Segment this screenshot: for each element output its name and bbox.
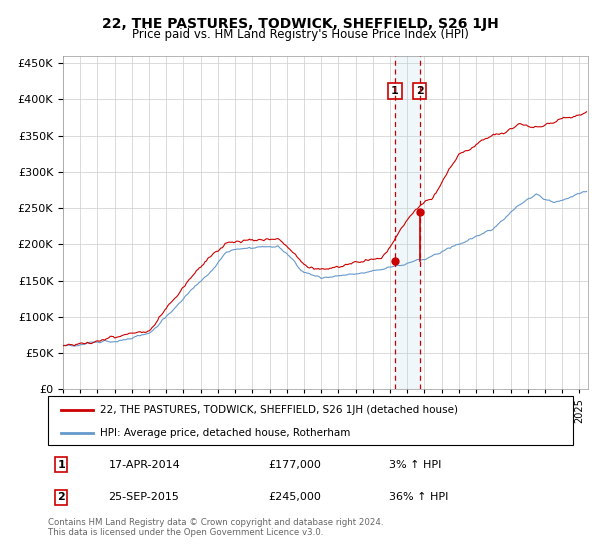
- Text: 25-SEP-2015: 25-SEP-2015: [109, 492, 179, 502]
- FancyBboxPatch shape: [48, 396, 573, 445]
- Text: 17-APR-2014: 17-APR-2014: [109, 460, 180, 470]
- Text: Price paid vs. HM Land Registry's House Price Index (HPI): Price paid vs. HM Land Registry's House …: [131, 28, 469, 41]
- Text: Contains HM Land Registry data © Crown copyright and database right 2024.
This d: Contains HM Land Registry data © Crown c…: [48, 518, 383, 538]
- Text: 36% ↑ HPI: 36% ↑ HPI: [389, 492, 449, 502]
- Bar: [395, 56, 420, 389]
- Text: 1: 1: [391, 86, 399, 96]
- Text: 3% ↑ HPI: 3% ↑ HPI: [389, 460, 442, 470]
- Text: 2: 2: [416, 86, 424, 96]
- Text: HPI: Average price, detached house, Rotherham: HPI: Average price, detached house, Roth…: [101, 428, 351, 438]
- Text: 22, THE PASTURES, TODWICK, SHEFFIELD, S26 1JH (detached house): 22, THE PASTURES, TODWICK, SHEFFIELD, S2…: [101, 405, 458, 415]
- Text: £245,000: £245,000: [269, 492, 322, 502]
- Text: 22, THE PASTURES, TODWICK, SHEFFIELD, S26 1JH: 22, THE PASTURES, TODWICK, SHEFFIELD, S2…: [101, 17, 499, 31]
- Text: 1: 1: [57, 460, 65, 470]
- Text: 2: 2: [57, 492, 65, 502]
- Text: £177,000: £177,000: [269, 460, 322, 470]
